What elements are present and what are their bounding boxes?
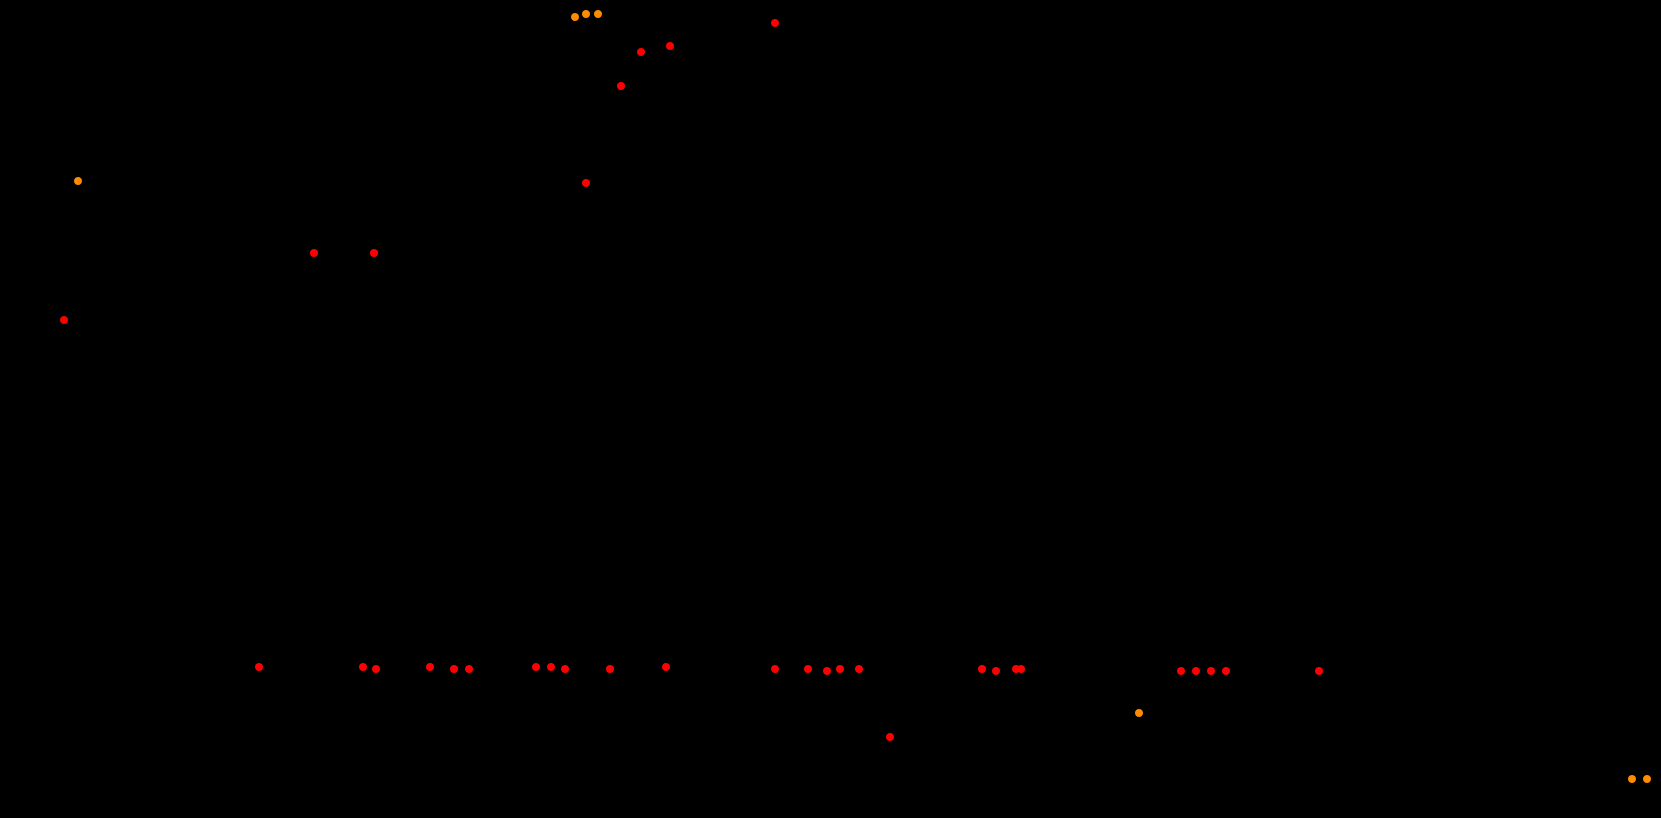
dot-red-15: [547, 663, 555, 671]
dot-red-0: [60, 316, 68, 324]
dot-orange-6: [1643, 775, 1651, 783]
dot-red-24: [886, 733, 894, 741]
dot-red-19: [771, 665, 779, 673]
dot-orange-4: [1135, 709, 1143, 717]
dot-orange-5: [1628, 775, 1636, 783]
dot-red-28: [1017, 665, 1025, 673]
dot-red-31: [1207, 667, 1215, 675]
dot-red-1: [310, 249, 318, 257]
dot-red-10: [372, 665, 380, 673]
dot-orange-0: [74, 177, 82, 185]
dot-red-17: [606, 665, 614, 673]
dot-red-25: [978, 665, 986, 673]
dot-red-32: [1222, 667, 1230, 675]
dot-red-20: [804, 665, 812, 673]
dot-orange-2: [582, 10, 590, 18]
dot-red-2: [370, 249, 378, 257]
dot-red-30: [1192, 667, 1200, 675]
dot-red-18: [662, 663, 670, 671]
dot-red-8: [255, 663, 263, 671]
dot-red-33: [1315, 667, 1323, 675]
dot-red-13: [465, 665, 473, 673]
dot-red-14: [532, 663, 540, 671]
dot-red-6: [582, 179, 590, 187]
dot-red-23: [855, 665, 863, 673]
dot-red-22: [836, 665, 844, 673]
dot-red-3: [637, 48, 645, 56]
dot-red-4: [666, 42, 674, 50]
dot-red-29: [1177, 667, 1185, 675]
dot-red-5: [617, 82, 625, 90]
dot-orange-1: [571, 13, 579, 21]
dot-red-9: [359, 663, 367, 671]
scatter-canvas: [0, 0, 1661, 818]
dot-red-16: [561, 665, 569, 673]
dot-red-12: [450, 665, 458, 673]
dot-red-7: [771, 19, 779, 27]
dot-orange-3: [594, 10, 602, 18]
dot-red-11: [426, 663, 434, 671]
dot-red-26: [992, 667, 1000, 675]
dot-red-21: [823, 667, 831, 675]
